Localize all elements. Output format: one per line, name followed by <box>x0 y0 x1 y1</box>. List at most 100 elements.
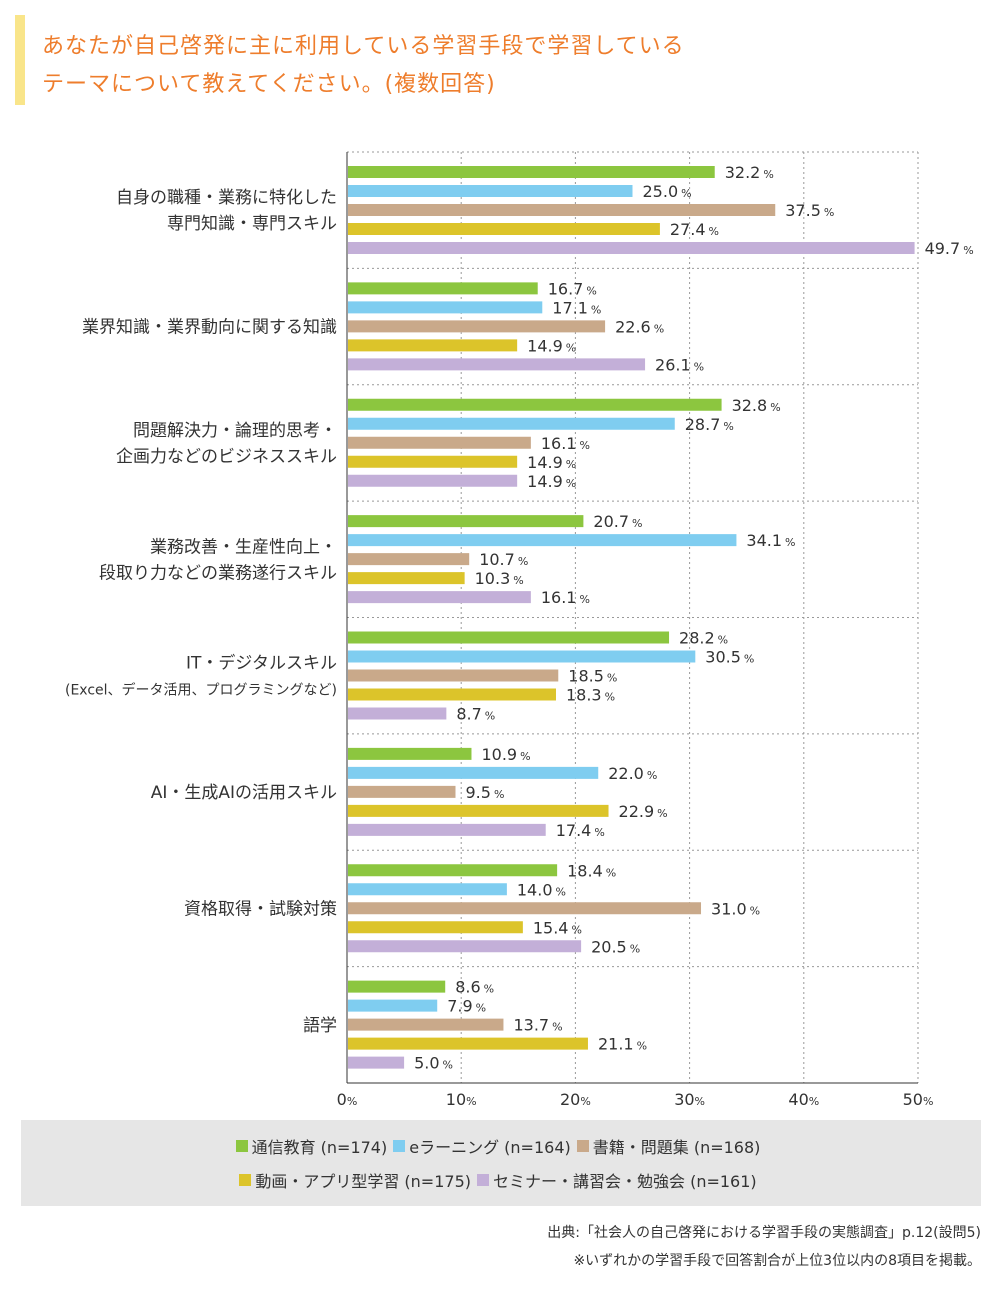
bar <box>348 823 546 836</box>
data-label: 16.1% <box>541 588 590 607</box>
data-label: 7.9% <box>447 997 486 1016</box>
bar <box>348 358 646 371</box>
data-label: 9.5% <box>465 783 504 802</box>
data-label: 37.5% <box>785 201 834 220</box>
category-label: 問題解決力・論理的思考・ <box>133 421 337 441</box>
bar <box>348 242 915 254</box>
data-label: 31.0% <box>711 899 760 918</box>
x-tick-label: 20% <box>560 1090 591 1109</box>
bar <box>348 436 531 449</box>
bar <box>348 707 447 720</box>
bar <box>348 455 518 468</box>
bar <box>348 747 472 760</box>
category-label: 資格取得・試験対策 <box>184 899 337 919</box>
bar <box>348 999 438 1012</box>
data-label: 27.4% <box>670 220 719 239</box>
data-label: 10.9% <box>481 745 530 764</box>
legend-swatch <box>477 1174 489 1186</box>
category-label: (Excel、データ活用、プログラミングなど) <box>65 682 337 699</box>
bar <box>348 766 599 779</box>
legend-label: eラーニング (n=164) <box>409 1138 571 1157</box>
bar <box>348 688 556 701</box>
bar <box>348 398 722 411</box>
bar <box>348 883 507 896</box>
bar <box>348 591 531 604</box>
category-label: 自身の職種・業務に特化した <box>116 188 337 208</box>
bar <box>348 1018 504 1031</box>
bar <box>348 921 523 934</box>
bar <box>348 320 606 333</box>
bar <box>348 417 675 430</box>
bar <box>348 553 470 566</box>
data-label: 30.5% <box>705 648 754 667</box>
data-label: 21.1% <box>598 1035 647 1054</box>
category-label: AI・生成AIの活用スキル <box>151 783 337 803</box>
bar <box>348 515 584 528</box>
data-label: 14.9% <box>527 453 576 472</box>
data-label: 18.4% <box>567 861 616 880</box>
x-tick-label: 30% <box>674 1090 705 1109</box>
bar <box>348 940 582 953</box>
data-label: 22.0% <box>608 764 657 783</box>
x-tick-label: 40% <box>788 1090 819 1109</box>
data-label: 32.2% <box>725 163 774 182</box>
bar <box>348 669 559 682</box>
bar <box>348 1037 588 1050</box>
category-label: 業務改善・生産性向上・ <box>150 537 337 557</box>
data-label: 5.0% <box>414 1054 453 1073</box>
bar <box>348 534 737 547</box>
data-label: 22.9% <box>619 802 668 821</box>
legend-label: 通信教育 (n=174) <box>251 1138 388 1157</box>
data-label: 14.0% <box>517 880 566 899</box>
category-label: IT・デジタルスキル <box>186 653 337 674</box>
category-label: 語学 <box>303 1016 337 1036</box>
data-label: 28.2% <box>679 629 728 648</box>
category-label: 企画力などのビジネススキル <box>116 447 337 467</box>
data-label: 8.7% <box>456 705 495 724</box>
data-label: 13.7% <box>513 1016 562 1035</box>
bar <box>348 223 660 235</box>
legend: 通信教育 (n=174) eラーニング (n=164) 書籍・問題集 (n=168)… <box>21 1120 981 1206</box>
category-label: 専門知識・専門スキル <box>167 214 337 234</box>
legend-row: 通信教育 (n=174) eラーニング (n=164) 書籍・問題集 (n=168) <box>21 1134 981 1158</box>
data-label: 17.1% <box>552 298 601 317</box>
data-label: 20.7% <box>593 512 642 531</box>
data-label: 14.9% <box>527 472 576 491</box>
data-label: 34.1% <box>746 531 795 550</box>
data-label: 17.4% <box>556 821 605 840</box>
data-label: 22.6% <box>615 317 664 336</box>
category-label: 段取り力などの業務遂行スキル <box>99 563 337 583</box>
x-tick-label: 0% <box>337 1090 358 1109</box>
bar <box>348 650 696 663</box>
data-label: 49.7% <box>925 239 974 258</box>
data-label: 8.6% <box>455 978 494 997</box>
legend-item: 動画・アプリ型学習 (n=175) <box>239 1168 471 1192</box>
legend-label: 書籍・問題集 (n=168) <box>592 1138 761 1157</box>
data-label: 14.9% <box>527 336 576 355</box>
bar <box>348 572 465 585</box>
source-note: 出典:「社会人の自己啓発における学習手段の実態調査」p.12(設問5) <box>547 1225 981 1241</box>
bar <box>348 282 538 295</box>
bar <box>348 1056 405 1069</box>
data-label: 10.7% <box>479 550 528 569</box>
bar <box>348 301 543 314</box>
data-label: 15.4% <box>533 918 582 937</box>
legend-swatch <box>239 1174 252 1186</box>
data-label: 26.1% <box>655 355 704 374</box>
legend-swatch <box>235 1140 248 1152</box>
chart-title-line-1: あなたが自己啓発に主に利用している学習手段で学習している <box>42 34 685 59</box>
x-tick-label: 10% <box>446 1090 477 1109</box>
data-label: 18.3% <box>566 686 615 705</box>
data-label: 16.1% <box>541 434 590 453</box>
data-label: 25.0% <box>643 182 692 201</box>
data-label: 32.8% <box>732 396 781 415</box>
data-label: 10.3% <box>475 569 524 588</box>
bar <box>348 864 558 877</box>
bar <box>348 902 702 915</box>
bar <box>348 185 633 197</box>
legend-label: 動画・アプリ型学習 (n=175) <box>255 1172 471 1191</box>
x-tick-label: 50% <box>903 1090 934 1109</box>
bar <box>348 785 456 798</box>
legend-item: 通信教育 (n=174) <box>235 1134 388 1158</box>
bar <box>348 804 609 817</box>
